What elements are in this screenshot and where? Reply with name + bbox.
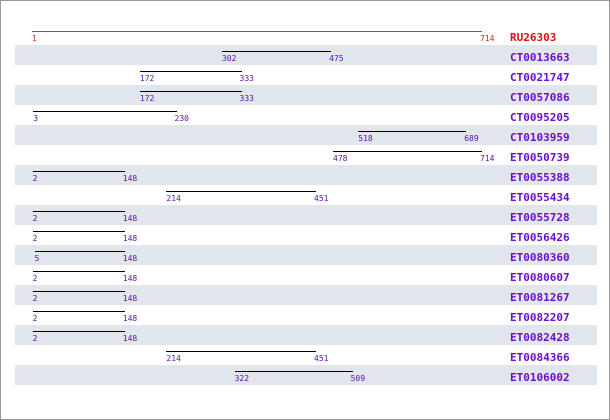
alignment-row: 518 689 CT0103959: [15, 125, 597, 145]
start-position-label: 2: [32, 334, 38, 343]
start-position-label: 302: [221, 54, 237, 63]
start-position-label: 2: [32, 314, 38, 323]
sequence-link[interactable]: ET0050739: [510, 151, 570, 164]
sequence-link[interactable]: ET0056426: [510, 231, 570, 244]
alignment-span-line: [166, 191, 316, 192]
sequence-link[interactable]: CT0057086: [510, 91, 570, 104]
end-position-label: 148: [122, 274, 138, 283]
end-position-label: 475: [329, 54, 344, 63]
alignment-row: 2 148 ET0055388: [15, 165, 597, 185]
alignment-row: 2 148 ET0056426: [15, 225, 597, 245]
end-position-label: 148: [122, 234, 138, 243]
sequence-link[interactable]: ET0055434: [510, 191, 570, 204]
start-position-label: 478: [333, 154, 348, 163]
alignment-row: 2 148 ET0055728: [15, 205, 597, 225]
sequence-link[interactable]: ET0055388: [510, 171, 570, 184]
alignment-span-line: [32, 331, 125, 332]
end-position-label: 333: [239, 74, 254, 83]
alignment-row: 322 509 ET0106002: [15, 365, 597, 385]
start-position-label: 1: [32, 34, 37, 43]
alignment-row: 2 148 ET0081267: [15, 285, 597, 305]
sequence-link[interactable]: ET0082428: [510, 331, 570, 344]
alignment-span-line: [333, 151, 482, 152]
reference-name: RU26303: [510, 31, 557, 44]
alignment-row: 2 148 ET0082428: [15, 325, 597, 345]
alignment-span-line: [32, 231, 125, 232]
start-position-label: 172: [139, 94, 155, 103]
sequence-link[interactable]: ET0080607: [510, 271, 570, 284]
start-position-label: 214: [166, 194, 181, 203]
reference-row: 1 714 RU26303: [15, 25, 597, 45]
start-position-label: 2: [32, 274, 38, 283]
reference-span-line: [32, 31, 482, 32]
end-position-label: 451: [314, 194, 329, 203]
start-position-label: 2: [32, 234, 38, 243]
start-position-label: 2: [32, 174, 38, 183]
sequence-link[interactable]: CT0013663: [510, 51, 570, 64]
end-position-label: 714: [480, 34, 495, 43]
alignment-span-line: [32, 271, 125, 272]
alignment-row: 172 333 CT0021747: [15, 65, 597, 85]
alignment-span-line: [32, 291, 125, 292]
end-position-label: 148: [122, 334, 138, 343]
sequence-link[interactable]: ET0055728: [510, 211, 570, 224]
alignment-span-line: [32, 211, 125, 212]
sequence-link[interactable]: CT0021747: [510, 71, 570, 84]
alignment-span-line: [32, 311, 125, 312]
alignment-row: 214 451 ET0055434: [15, 185, 597, 205]
alignment-row: 5 148 ET0080360: [15, 245, 597, 265]
alignment-span-line: [221, 51, 332, 52]
alignment-row: 2 148 ET0080607: [15, 265, 597, 285]
alignment-span-line: [33, 111, 177, 112]
alignment-row: 3 230 CT0095205: [15, 105, 597, 125]
end-position-label: 148: [122, 214, 138, 223]
sequence-link[interactable]: CT0095205: [510, 111, 570, 124]
start-position-label: 322: [234, 374, 250, 383]
alignment-span-line: [139, 71, 242, 72]
alignment-row: 172 333 CT0057086: [15, 85, 597, 105]
sequence-link[interactable]: ET0084366: [510, 351, 570, 364]
end-position-label: 689: [464, 134, 479, 143]
end-position-label: 714: [480, 154, 495, 163]
end-position-label: 148: [122, 314, 138, 323]
sequence-link[interactable]: ET0080360: [510, 251, 570, 264]
start-position-label: 518: [358, 134, 373, 143]
end-position-label: 333: [239, 94, 254, 103]
sequence-link[interactable]: ET0082207: [510, 311, 570, 324]
alignment-row: 2 148 ET0082207: [15, 305, 597, 325]
end-position-label: 509: [350, 374, 366, 383]
alignment-span-line: [34, 251, 125, 252]
end-position-label: 148: [122, 174, 138, 183]
sequence-link[interactable]: CT0103959: [510, 131, 570, 144]
sequence-link[interactable]: ET0081267: [510, 291, 570, 304]
alignment-span-line: [32, 171, 125, 172]
start-position-label: 214: [166, 354, 181, 363]
alignment-span-line: [166, 351, 316, 352]
alignment-span-line: [139, 91, 242, 92]
alignment-row: 302 475 CT0013663: [15, 45, 597, 65]
alignment-row: 478 714 ET0050739: [15, 145, 597, 165]
end-position-label: 148: [122, 294, 138, 303]
sequence-link[interactable]: ET0106002: [510, 371, 570, 384]
end-position-label: 451: [314, 354, 329, 363]
alignment-span-line: [234, 371, 353, 372]
end-position-label: 148: [122, 254, 138, 263]
start-position-label: 2: [32, 294, 38, 303]
start-position-label: 2: [32, 214, 38, 223]
alignment-row: 214 451 ET0084366: [15, 345, 597, 365]
alignment-span-line: [358, 131, 467, 132]
end-position-label: 230: [174, 114, 189, 123]
start-position-label: 5: [34, 254, 40, 263]
start-position-label: 3: [33, 114, 39, 123]
start-position-label: 172: [139, 74, 155, 83]
